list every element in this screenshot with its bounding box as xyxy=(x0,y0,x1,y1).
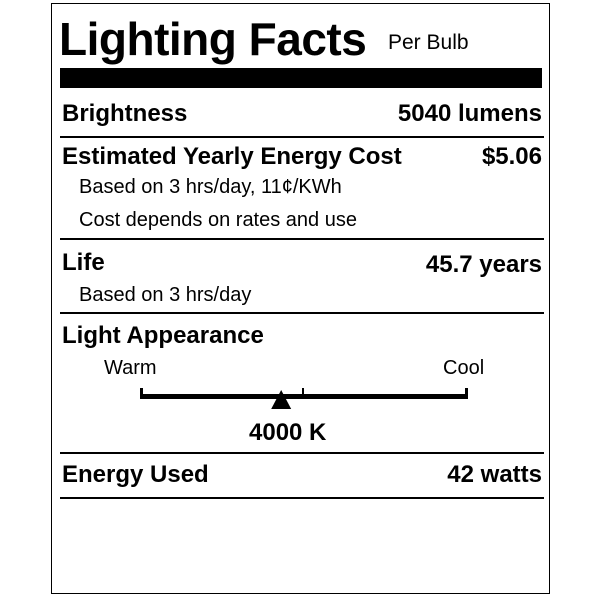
life-label: Life xyxy=(62,249,105,276)
brightness-value: 5040 lumens xyxy=(397,100,542,127)
energy-used-value: 42 watts xyxy=(447,461,542,488)
brightness-label: Brightness xyxy=(62,100,188,127)
divider xyxy=(60,497,544,499)
color-temperature-marker-icon xyxy=(271,390,292,409)
energy-cost-label: Estimated Yearly Energy Cost xyxy=(62,143,402,170)
warm-label: Warm xyxy=(104,357,157,379)
life-value: 45.7 years xyxy=(425,251,542,278)
divider xyxy=(60,238,544,240)
label-title: Lighting Facts xyxy=(59,13,367,65)
divider xyxy=(60,452,544,454)
title-bar xyxy=(60,68,542,88)
divider xyxy=(60,136,544,138)
scale-tick-right xyxy=(465,388,468,399)
scale-tick-left xyxy=(140,388,143,399)
color-temperature-value: 4000 K xyxy=(249,419,327,446)
life-note: Based on 3 hrs/day xyxy=(79,284,252,306)
color-temperature-scale xyxy=(140,388,468,409)
energy-used-label: Energy Used xyxy=(62,461,209,488)
light-appearance-label: Light Appearance xyxy=(62,322,264,349)
cool-label: Cool xyxy=(443,357,485,379)
scale-tick-middle xyxy=(302,388,304,399)
divider xyxy=(60,312,544,314)
energy-cost-note: Cost depends on rates and use xyxy=(79,209,357,231)
energy-cost-note: Based on 3 hrs/day, 11¢/KWh xyxy=(79,176,342,198)
label-border xyxy=(51,3,550,594)
label-subtitle: Per Bulb xyxy=(388,31,469,54)
energy-cost-value: $5.06 xyxy=(481,143,542,170)
